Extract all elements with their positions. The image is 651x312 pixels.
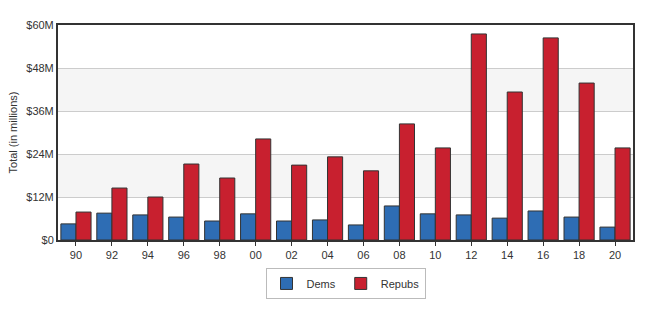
svg-text:$48M: $48M: [26, 62, 54, 74]
svg-text:$36M: $36M: [26, 105, 54, 117]
svg-text:94: 94: [142, 249, 154, 261]
svg-text:16: 16: [537, 249, 549, 261]
svg-text:14: 14: [501, 249, 513, 261]
svg-text:96: 96: [178, 249, 190, 261]
svg-text:18: 18: [573, 249, 585, 261]
svg-text:92: 92: [106, 249, 118, 261]
svg-text:06: 06: [357, 249, 369, 261]
svg-text:$24M: $24M: [26, 148, 54, 160]
svg-text:12: 12: [465, 249, 477, 261]
svg-text:10: 10: [429, 249, 441, 261]
svg-text:$12M: $12M: [26, 191, 54, 203]
svg-text:02: 02: [285, 249, 297, 261]
svg-text:04: 04: [321, 249, 333, 261]
svg-text:Total (in millions): Total (in millions): [7, 92, 19, 174]
svg-text:Dems: Dems: [307, 278, 336, 290]
svg-text:90: 90: [70, 249, 82, 261]
svg-text:$0: $0: [42, 234, 54, 246]
svg-text:00: 00: [250, 249, 262, 261]
svg-text:98: 98: [214, 249, 226, 261]
svg-text:$60M: $60M: [26, 19, 54, 31]
svg-text:08: 08: [393, 249, 405, 261]
svg-text:Repubs: Repubs: [381, 278, 419, 290]
svg-text:20: 20: [609, 249, 621, 261]
